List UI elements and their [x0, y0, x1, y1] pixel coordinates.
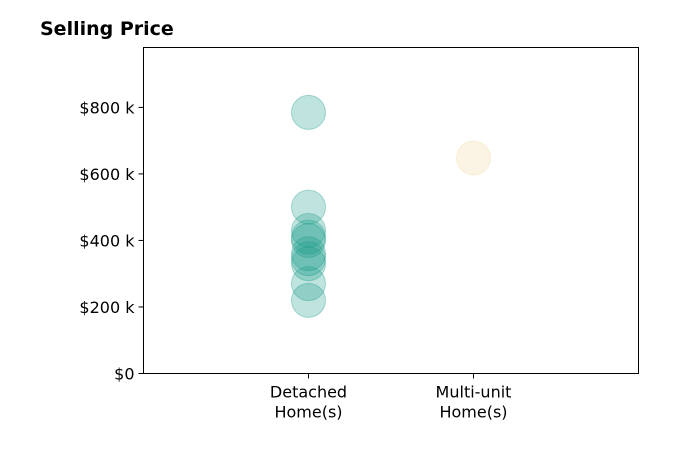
data-points — [291, 94, 491, 318]
data-point — [291, 219, 326, 255]
data-point — [456, 140, 491, 176]
x-tick-label: Multi-unit — [436, 383, 512, 402]
data-point — [291, 246, 326, 282]
y-tick-label: $400 k — [79, 231, 135, 250]
y-tick-label: $800 k — [79, 98, 135, 117]
data-point — [291, 236, 326, 272]
x-tick-label: Home(s) — [439, 403, 507, 422]
data-point — [291, 222, 326, 258]
plot-area — [143, 47, 639, 374]
x-tick-label: Home(s) — [274, 403, 342, 422]
data-point — [291, 266, 326, 302]
data-point — [291, 189, 326, 225]
y-tick-label: $200 k — [79, 298, 135, 317]
chart-title: Selling Price — [40, 18, 174, 40]
x-tick-label: Detached — [270, 383, 347, 402]
y-tick-label: $0 — [114, 365, 134, 384]
data-point — [291, 94, 326, 130]
y-tick-label: $600 k — [79, 165, 135, 184]
data-point — [291, 282, 326, 318]
data-point — [291, 241, 326, 277]
data-point — [291, 212, 326, 248]
y-axis: $0 $200 k $400 k $600 k $800 k — [79, 98, 144, 384]
